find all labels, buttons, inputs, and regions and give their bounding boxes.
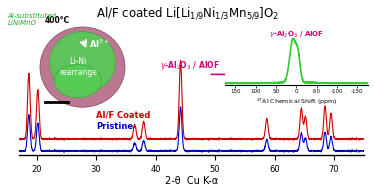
Text: Al$^{3+}$: Al$^{3+}$	[89, 38, 110, 50]
Text: 400°C: 400°C	[45, 16, 70, 25]
Text: Al/F Coated: Al/F Coated	[96, 110, 150, 119]
Text: $\gamma$-Al$_2$O$_3$ / AlOF: $\gamma$-Al$_2$O$_3$ / AlOF	[160, 60, 220, 73]
X-axis label: 2-θ  Cu K-α: 2-θ Cu K-α	[165, 177, 218, 187]
Text: Pristine: Pristine	[96, 122, 133, 131]
Ellipse shape	[54, 65, 101, 98]
Ellipse shape	[50, 32, 116, 93]
X-axis label: $^{27}$Al Chemical Shift (ppm): $^{27}$Al Chemical Shift (ppm)	[256, 97, 337, 107]
Text: $\gamma$-Al$_2$O$_3$ / AlOF: $\gamma$-Al$_2$O$_3$ / AlOF	[269, 30, 324, 40]
Text: 100nm: 100nm	[45, 104, 67, 109]
Text: Al-substituted
LiNiMnO: Al-substituted LiNiMnO	[8, 13, 57, 26]
Text: Al/F coated Li[Li$_{1/9}$Ni$_{1/3}$Mn$_{5/9}$]O$_2$: Al/F coated Li[Li$_{1/9}$Ni$_{1/3}$Mn$_{…	[96, 6, 279, 21]
Text: Li-Ni
rearrange: Li-Ni rearrange	[59, 57, 97, 77]
Ellipse shape	[40, 27, 125, 107]
